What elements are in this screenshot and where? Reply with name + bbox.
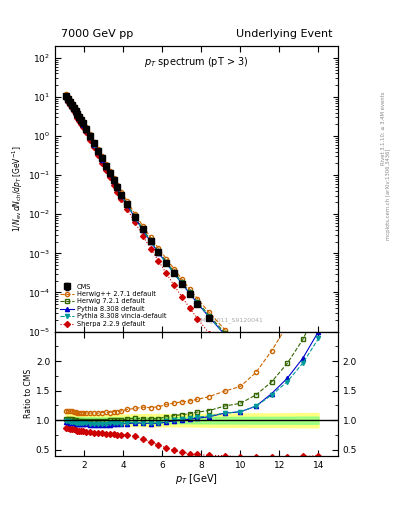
Y-axis label: Ratio to CMS: Ratio to CMS	[24, 369, 33, 418]
Text: 7000 GeV pp: 7000 GeV pp	[61, 29, 133, 39]
X-axis label: $p_T$ [GeV]: $p_T$ [GeV]	[175, 472, 218, 486]
Text: Underlying Event: Underlying Event	[236, 29, 332, 39]
Legend: CMS, Herwig++ 2.7.1 default, Herwig 7.2.1 default, Pythia 8.308 default, Pythia : CMS, Herwig++ 2.7.1 default, Herwig 7.2.…	[58, 282, 168, 328]
Y-axis label: $1/N_\mathrm{ev}\,dN_\mathrm{ch}/dp_T\,[\mathrm{GeV}^{-1}]$: $1/N_\mathrm{ev}\,dN_\mathrm{ch}/dp_T\,[…	[11, 145, 25, 232]
Text: Rivet 3.1.10; ≥ 3.4M events: Rivet 3.1.10; ≥ 3.4M events	[381, 91, 386, 165]
Text: mcplots.cern.ch [arXiv:1306.3436]: mcplots.cern.ch [arXiv:1306.3436]	[386, 149, 391, 240]
Text: CMS_2011_S9120041: CMS_2011_S9120041	[197, 317, 264, 323]
Text: $p_T$ spectrum (pT > 3): $p_T$ spectrum (pT > 3)	[144, 55, 249, 69]
